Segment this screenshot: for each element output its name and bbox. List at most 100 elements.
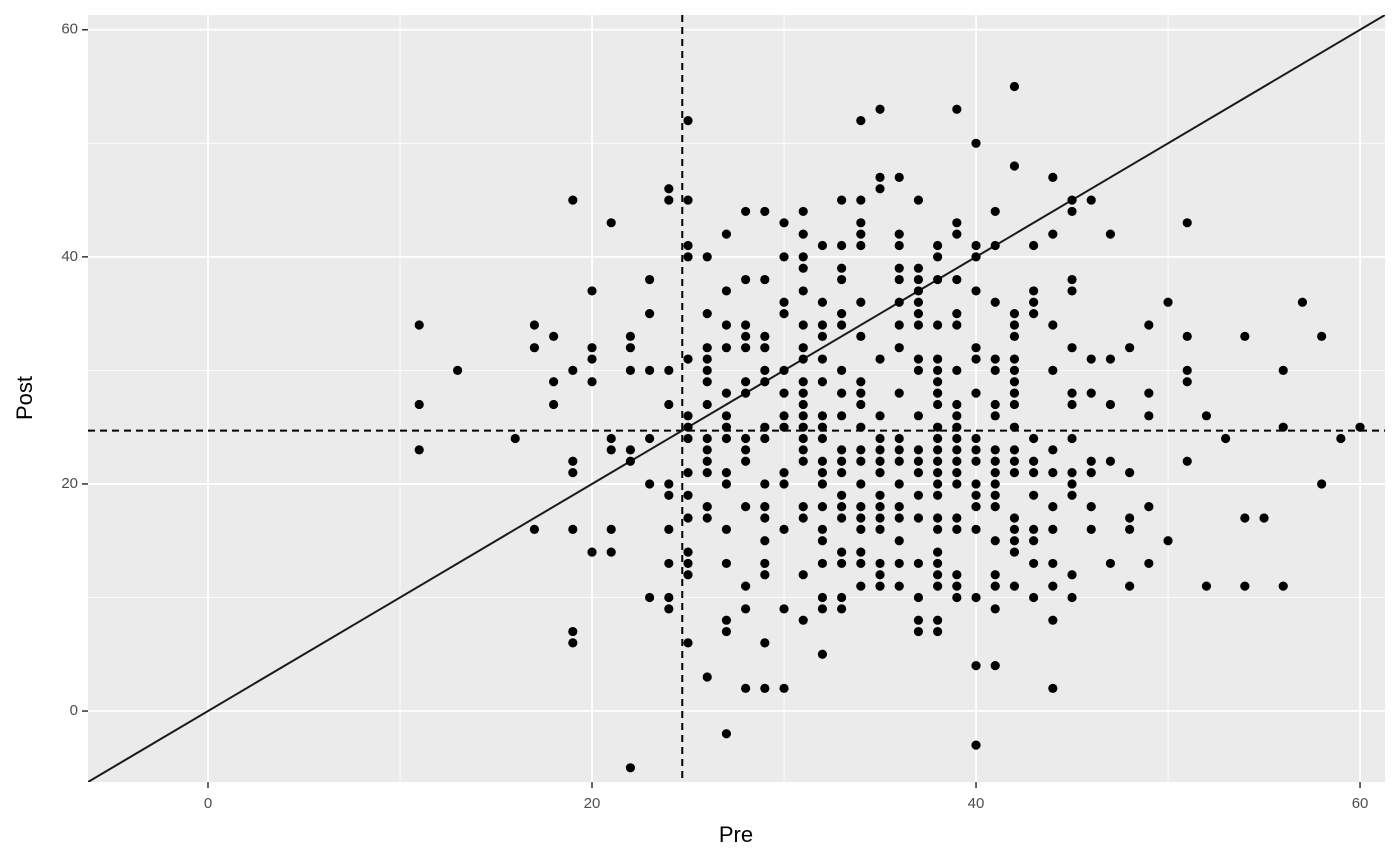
point — [1009, 365, 1020, 375]
point — [1067, 206, 1077, 217]
point — [702, 365, 712, 375]
point — [990, 467, 1000, 478]
point — [721, 729, 732, 739]
point — [1125, 581, 1135, 591]
point — [664, 524, 674, 534]
point — [568, 195, 578, 205]
point — [971, 740, 981, 750]
point — [760, 343, 770, 353]
point — [741, 604, 751, 614]
point — [990, 661, 1000, 671]
point — [798, 206, 808, 217]
point — [1048, 365, 1058, 375]
point — [894, 229, 904, 239]
point — [721, 558, 732, 569]
point — [1086, 388, 1096, 398]
point — [1221, 433, 1231, 444]
point — [913, 320, 924, 330]
point — [1297, 297, 1308, 307]
point — [856, 218, 866, 228]
point — [587, 547, 597, 557]
point — [1067, 399, 1077, 410]
point — [760, 422, 770, 432]
point — [779, 218, 789, 228]
point — [587, 354, 597, 364]
point — [894, 433, 904, 444]
point — [933, 456, 943, 466]
point — [721, 467, 732, 478]
point — [568, 456, 578, 466]
point — [798, 422, 808, 432]
point — [894, 320, 904, 330]
point — [990, 479, 1000, 489]
point — [933, 570, 943, 580]
point — [1086, 195, 1096, 205]
point — [990, 354, 1000, 364]
point — [856, 558, 866, 569]
point — [990, 399, 1000, 410]
point — [625, 763, 636, 773]
point — [856, 445, 866, 455]
point — [990, 456, 1000, 466]
point — [856, 422, 866, 432]
point — [837, 320, 847, 330]
point — [760, 502, 770, 512]
point — [664, 558, 674, 569]
point — [702, 467, 712, 478]
point — [971, 524, 981, 534]
point — [971, 661, 981, 671]
point — [683, 354, 693, 364]
point — [894, 536, 904, 546]
point — [702, 513, 712, 523]
point — [1067, 570, 1077, 580]
point — [741, 206, 751, 217]
point — [856, 524, 866, 534]
point — [760, 377, 770, 387]
point — [837, 456, 847, 466]
point — [741, 320, 751, 330]
point — [817, 467, 828, 478]
point — [760, 365, 770, 375]
point — [1029, 286, 1039, 296]
point — [779, 479, 789, 489]
point — [837, 467, 847, 478]
point — [952, 479, 962, 489]
point — [894, 502, 904, 512]
point — [990, 502, 1000, 512]
point — [645, 592, 655, 603]
point — [1009, 161, 1020, 171]
point — [779, 422, 789, 432]
point — [721, 388, 732, 398]
point — [837, 240, 847, 251]
point — [894, 479, 904, 489]
point — [683, 115, 693, 126]
point — [913, 274, 924, 285]
point — [1009, 456, 1020, 466]
point — [741, 377, 751, 387]
point — [721, 615, 732, 625]
point — [702, 433, 712, 444]
point — [894, 240, 904, 251]
point — [760, 558, 770, 569]
point — [798, 513, 808, 523]
point — [1125, 343, 1135, 353]
point — [1163, 297, 1173, 307]
point — [875, 490, 885, 500]
point — [817, 240, 828, 251]
point — [683, 422, 693, 432]
point — [933, 320, 943, 330]
point — [741, 445, 751, 455]
point — [1317, 331, 1327, 341]
point — [625, 445, 636, 455]
point — [856, 399, 866, 410]
point — [414, 399, 424, 410]
point — [990, 581, 1000, 591]
point — [837, 445, 847, 455]
point — [1009, 320, 1020, 330]
point — [913, 411, 924, 421]
point — [1125, 513, 1135, 523]
point — [779, 388, 789, 398]
point — [664, 592, 674, 603]
point — [837, 502, 847, 512]
point — [856, 479, 866, 489]
